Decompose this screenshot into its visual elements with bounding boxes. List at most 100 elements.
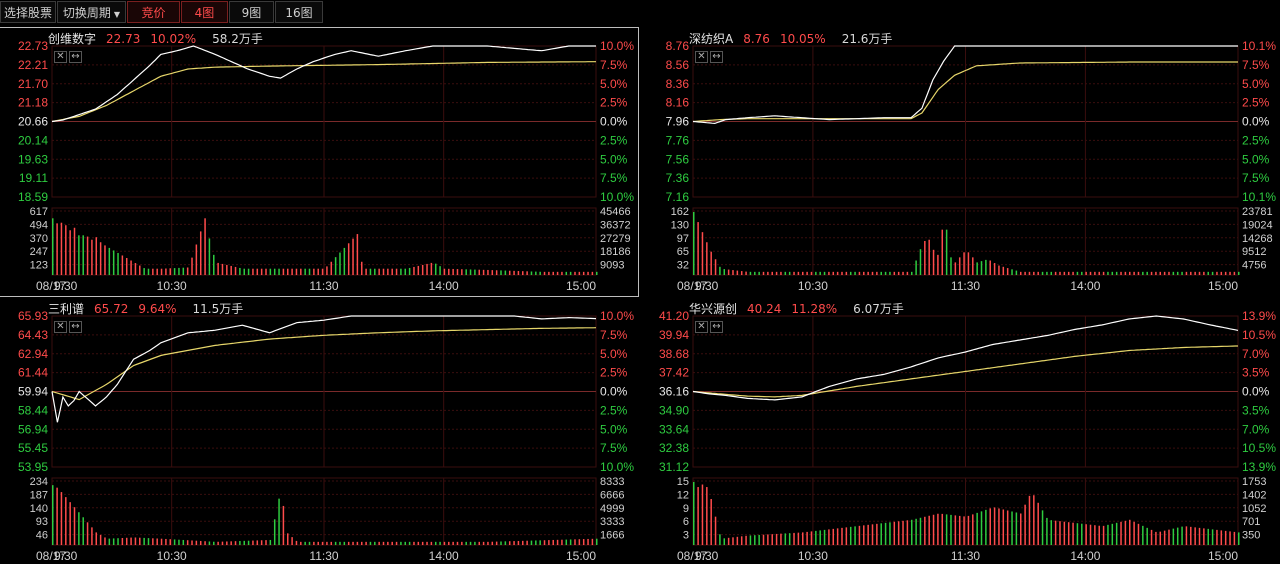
volume-bar — [950, 257, 952, 275]
expand-icon[interactable]: ↔ — [710, 51, 723, 63]
switch-period-dropdown[interactable]: 切换周期 ▼ — [57, 1, 126, 23]
volume-bar — [723, 269, 726, 275]
volume-bar — [1015, 512, 1018, 545]
volume-bar — [884, 271, 887, 275]
panel-header: 三利谱 65.72 9.64% 11.5万手 — [48, 300, 253, 316]
volume-bar — [134, 263, 137, 275]
volume-bar — [434, 263, 437, 275]
volume-bar — [260, 540, 263, 545]
volume-bar — [1089, 524, 1092, 545]
volume-bar — [487, 541, 489, 545]
volume-bar — [876, 271, 878, 275]
volume-bar — [1155, 271, 1157, 275]
volume-bar — [108, 247, 111, 275]
pct-axis-label: 10.1% — [1242, 190, 1276, 204]
volume-bar — [265, 540, 267, 545]
grid16-button[interactable]: 16图 — [275, 1, 323, 23]
volume-bar — [1150, 529, 1153, 545]
volume-bar — [208, 238, 211, 275]
volume-bar — [561, 539, 563, 545]
volume-bar — [998, 508, 1000, 545]
price-axis-label: 7.56 — [666, 152, 690, 166]
volume-axis-label: 19024 — [1242, 219, 1273, 231]
volume-bar — [313, 541, 315, 545]
volume-bar — [1002, 509, 1005, 545]
volume-bar — [797, 532, 800, 545]
volume-bar — [108, 538, 111, 545]
stock-panel[interactable]: 创维数字 22.73 10.02% 58.2万手 22.73 10.0% 22.21 7.5%… — [0, 27, 639, 297]
select-stock-button[interactable]: 选择股票 — [0, 1, 56, 23]
panel-header: 深纺织A 8.76 10.05% 21.6万手 — [689, 30, 902, 46]
volume-bar — [989, 508, 991, 545]
price-axis-label: 7.76 — [666, 133, 690, 147]
expand-icon[interactable]: ↔ — [710, 321, 723, 333]
volume-bar — [836, 271, 839, 275]
volume-bar — [295, 268, 298, 275]
volume-bar — [924, 240, 926, 275]
volume-bar — [443, 541, 446, 545]
volume-bar — [963, 516, 965, 545]
volume-bar — [321, 541, 324, 545]
volume-bar — [1102, 525, 1105, 545]
volume-bar — [849, 271, 852, 275]
volume-bar — [1129, 519, 1131, 545]
volume-bar — [552, 539, 554, 545]
volume-bar — [1020, 513, 1022, 545]
volume-bar — [221, 263, 224, 275]
volume-bar — [697, 222, 699, 275]
volume-bar — [456, 269, 459, 275]
time-axis-label: 10:30 — [157, 279, 187, 293]
volume-bar — [1037, 502, 1039, 545]
time-axis-label: 10:30 — [798, 279, 828, 293]
close-icon[interactable]: ✕ — [695, 51, 708, 63]
close-icon[interactable]: ✕ — [54, 321, 67, 333]
price-line — [51, 45, 596, 123]
intraday-chart: 41.20 13.9%39.94 10.5%38.68 7.0%37.42 3.5%36… — [659, 309, 1276, 563]
volume-bar — [522, 540, 524, 545]
volume-bar — [1024, 271, 1026, 275]
volume-bar — [819, 271, 821, 275]
volume-bar — [976, 262, 978, 275]
volume-bar — [413, 541, 415, 545]
stock-panel[interactable]: 三利谱 65.72 9.64% 11.5万手 65.93 10.0% 64.43 7.5% 62… — [0, 298, 638, 564]
volume-bar — [365, 268, 367, 275]
volume-bar — [443, 268, 446, 275]
volume-bar — [117, 538, 119, 545]
volume-bar — [993, 507, 996, 545]
volume-bar — [513, 270, 515, 275]
volume-bar — [565, 271, 568, 275]
expand-icon[interactable]: ↔ — [69, 51, 82, 63]
volume-bar — [504, 541, 507, 545]
volume-bar — [247, 268, 250, 275]
volume-bar — [139, 537, 141, 545]
volume-bar — [701, 232, 704, 275]
volume-bar — [893, 271, 896, 275]
grid9-button[interactable]: 9图 — [229, 1, 274, 23]
stock-panel[interactable]: 深纺织A 8.76 10.05% 21.6万手 8.76 10.1% 8.56 7.5% 8.3… — [641, 28, 1280, 296]
volume-bar — [326, 266, 328, 275]
stock-panel[interactable]: 华兴源创 40.24 11.28% 6.07万手 41.20 13.9% 39.94 10.5… — [641, 298, 1280, 564]
volume-bar — [815, 530, 817, 545]
close-icon[interactable]: ✕ — [695, 321, 708, 333]
volume-bar — [1094, 525, 1096, 545]
pct-axis-label: 10.0% — [600, 309, 634, 323]
volume-bar — [213, 541, 215, 545]
volume-bar — [736, 536, 739, 545]
volume-bar — [1168, 529, 1170, 545]
close-icon[interactable]: ✕ — [54, 51, 67, 63]
volume-bar — [208, 541, 211, 545]
volume-bar — [78, 512, 80, 545]
grid4-button[interactable]: 4图 — [181, 1, 228, 23]
auction-button[interactable]: 竞价 — [127, 1, 180, 23]
volume-bar — [369, 541, 372, 545]
volume-bar — [226, 264, 228, 275]
volume-axis-label: 18186 — [600, 246, 631, 258]
volume-bar — [143, 537, 145, 545]
volume-bar — [1006, 268, 1009, 275]
volume-axis-label: 617 — [30, 206, 48, 218]
volume-bar — [204, 218, 206, 275]
volume-bar — [928, 515, 930, 545]
expand-icon[interactable]: ↔ — [69, 321, 82, 333]
switch-period-label: 切换周期 — [62, 6, 111, 20]
volume-bar — [810, 531, 813, 545]
